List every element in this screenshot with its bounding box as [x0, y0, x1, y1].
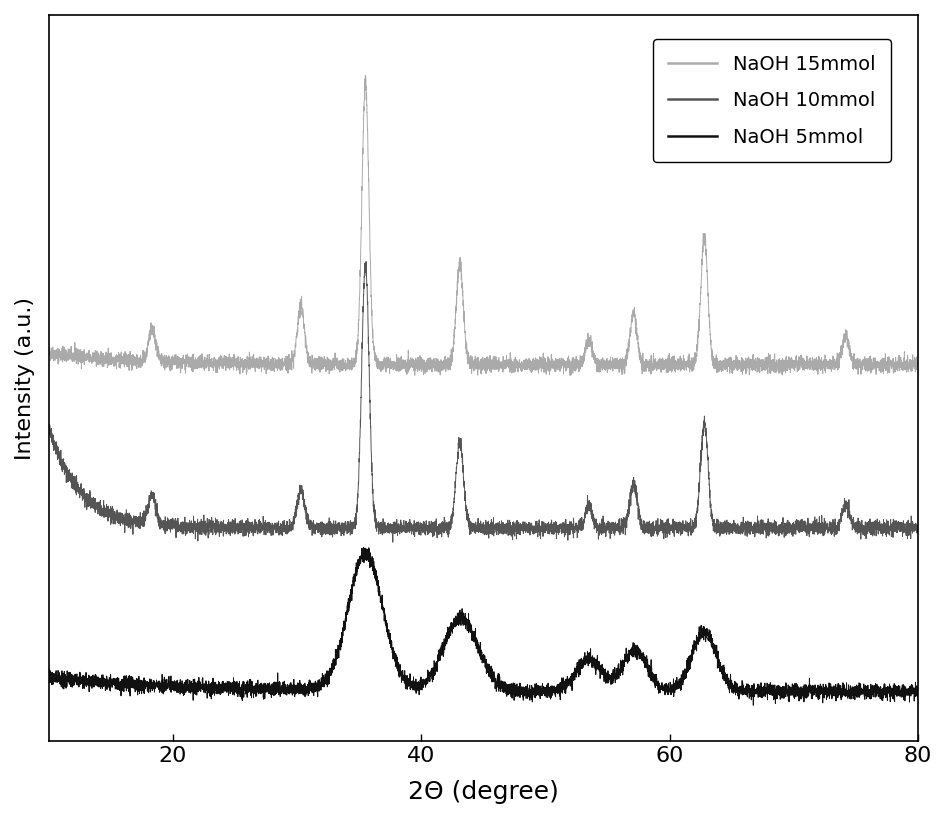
X-axis label: 2Θ (degree): 2Θ (degree): [408, 780, 559, 804]
Y-axis label: Intensity (a.u.): Intensity (a.u.): [15, 296, 35, 459]
Legend: NaOH 15mmol, NaOH 10mmol, NaOH 5mmol: NaOH 15mmol, NaOH 10mmol, NaOH 5mmol: [652, 39, 891, 162]
